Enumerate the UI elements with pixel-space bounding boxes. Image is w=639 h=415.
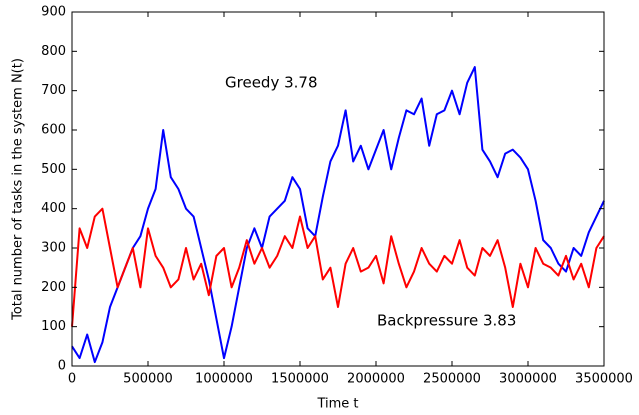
y-axis-label: Total number of tasks in the system N(t) — [11, 58, 26, 321]
y-tick-label: 500 — [41, 162, 66, 177]
x-tick-label: 500000 — [123, 372, 173, 387]
series-label: Backpressure 3.83 — [377, 312, 516, 330]
x-axis-label: Time t — [316, 397, 358, 412]
x-tick-label: 1500000 — [271, 372, 329, 387]
x-tick-label: 3000000 — [499, 372, 557, 387]
y-tick-label: 700 — [41, 83, 66, 98]
y-tick-label: 0 — [58, 359, 66, 374]
y-tick-label: 800 — [41, 44, 66, 59]
y-tick-label: 200 — [41, 280, 66, 295]
x-tick-label: 3500000 — [575, 372, 633, 387]
y-tick-label: 100 — [41, 319, 66, 334]
x-tick-label: 2000000 — [347, 372, 405, 387]
y-tick-label: 600 — [41, 123, 66, 138]
plot-frame — [71, 11, 605, 367]
series-label: Greedy 3.78 — [225, 74, 317, 92]
y-tick-label: 400 — [41, 201, 66, 216]
x-tick-label: 1000000 — [195, 372, 253, 387]
y-tick-label: 900 — [41, 5, 66, 20]
y-tick-label: 300 — [41, 241, 66, 256]
x-tick-label: 2500000 — [423, 372, 481, 387]
series-line — [71, 207, 605, 327]
x-tick-label: 0 — [68, 372, 76, 387]
series-line — [71, 66, 605, 364]
